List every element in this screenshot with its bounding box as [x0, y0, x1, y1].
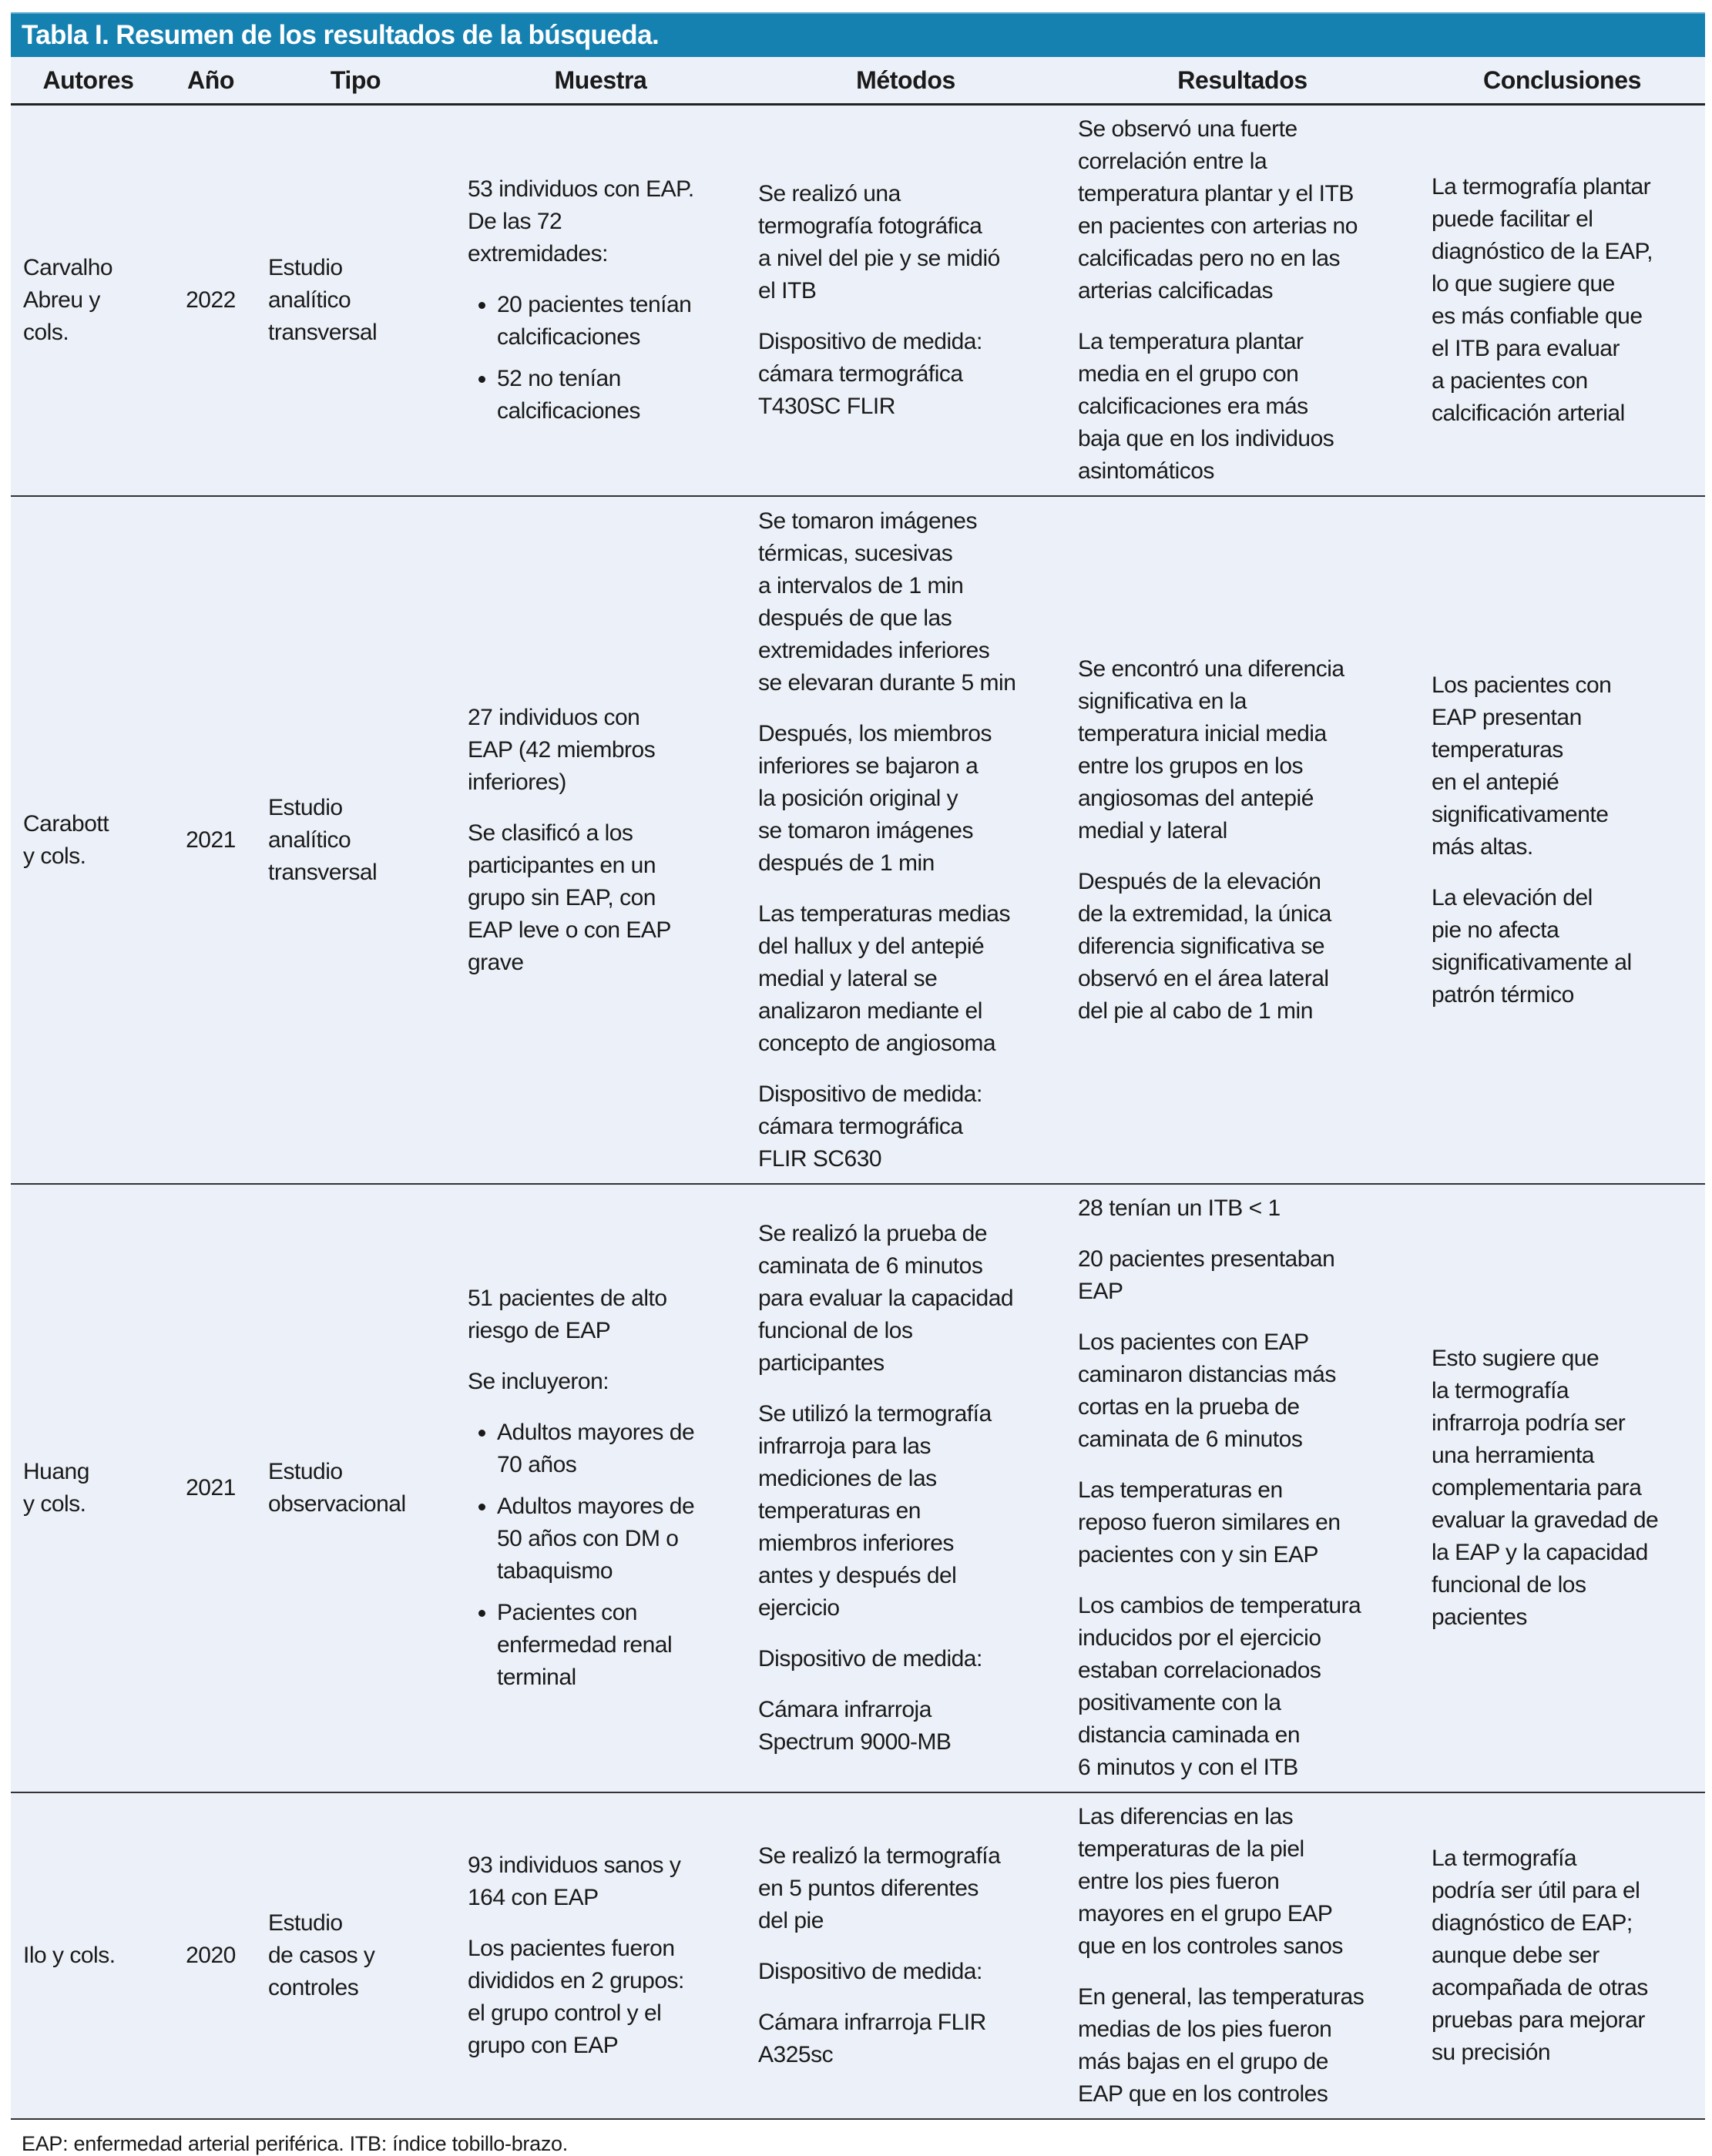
table-row: Carabott y cols. 2021 Estudio analítico tr…	[11, 496, 1705, 1185]
header-resultados: Resultados	[1066, 57, 1419, 106]
paragraph: 53 individuos con EAP. De las 72 extremi…	[468, 176, 694, 267]
header-muestra: Muestra	[455, 57, 746, 106]
paragraph: Se incluyeron:	[468, 1369, 609, 1394]
cell-anio: 2021	[166, 496, 256, 1185]
paragraph: Las temperaturas en reposo fueron simila…	[1078, 1477, 1341, 1568]
cell-tipo: Estudio de casos y controles	[256, 1792, 455, 2120]
table-row: Carvalho Abreu y cols. 2022 Estudio analít…	[11, 104, 1705, 497]
paragraph: Dispositivo de medida: cámara termográfi…	[758, 1081, 982, 1172]
paragraph: Se realizó una termografía fotográfica a…	[758, 181, 1000, 303]
header-conclusiones: Conclusiones	[1419, 57, 1705, 106]
cell-autores: Ilo y cols.	[11, 1792, 166, 2120]
header-row: Autores Año Tipo Muestra Métodos Resulta…	[11, 57, 1705, 106]
paragraph: 93 individuos sanos y 164 con EAP	[468, 1853, 681, 1910]
footnote: EAP: enfermedad arterial periférica. ITB…	[22, 2132, 568, 2155]
paragraph: Cámara infrarroja FLIR A325sc	[758, 2010, 986, 2067]
bullet-item: 52 no tenían calcificaciones	[497, 363, 735, 428]
cell-resultados: Se encontró una diferencia significativa…	[1066, 496, 1419, 1185]
cell-resultados: Se observó una fuerte correlación entre …	[1066, 104, 1419, 497]
paragraph: Cámara infrarroja Spectrum 9000-MB	[758, 1697, 952, 1755]
cell-tipo: Estudio analítico transversal	[256, 496, 455, 1185]
cell-conclusiones: La termografía podría ser útil para el d…	[1419, 1792, 1705, 2120]
bullet-item: Pacientes con enfermedad renal terminal	[497, 1597, 735, 1694]
header-metodos: Métodos	[746, 57, 1066, 106]
cell-muestra: 93 individuos sanos y 164 con EAP Los pac…	[455, 1792, 746, 2120]
paragraph: Las temperaturas medias del hallux y del…	[758, 900, 1011, 1056]
cell-muestra: 51 pacientes de alto riesgo de EAP Se inc…	[455, 1184, 746, 1793]
paragraph: 51 pacientes de alto riesgo de EAP	[468, 1286, 667, 1343]
paragraph: Se observó una fuerte correlación entre …	[1078, 116, 1358, 303]
cell-conclusiones: La termografía plantar puede facilitar e…	[1419, 104, 1705, 497]
paragraph: Se realizó la termografía en 5 puntos di…	[758, 1843, 1001, 1933]
paragraph: Los pacientes fueron divididos en 2 grup…	[468, 1936, 684, 2058]
cell-resultados: Las diferencias en las temperaturas de l…	[1066, 1792, 1419, 2120]
paragraph: Dispositivo de medida: cámara termográfi…	[758, 329, 982, 419]
bullet-list: Adultos mayores de 70 años Adultos mayore…	[468, 1417, 735, 1694]
results-table: Autores Año Tipo Muestra Métodos Resulta…	[11, 57, 1705, 2120]
cell-autores: Carabott y cols.	[11, 496, 166, 1185]
cell-resultados: 28 tenían un ITB < 1 20 pacientes present…	[1066, 1184, 1419, 1793]
table-row: Ilo y cols. 2020 Estudio de casos y contro…	[11, 1792, 1705, 2120]
cell-metodos: Se realizó una termografía fotográfica a…	[746, 104, 1066, 497]
bullet-list: 20 pacientes tenían calcificaciones 52 no…	[468, 289, 735, 428]
cell-conclusiones: Los pacientes con EAP presentan temperat…	[1419, 496, 1705, 1185]
paragraph: Después, los miembros inferiores se baja…	[758, 720, 992, 876]
paragraph: Se encontró una diferencia significativa…	[1078, 656, 1344, 843]
cell-tipo: Estudio observacional	[256, 1184, 455, 1793]
cell-anio: 2022	[166, 104, 256, 497]
paragraph: Se clasificó a los participantes en un g…	[468, 820, 671, 975]
table-container: Tabla I. Resumen de los resultados de la…	[11, 12, 1705, 2156]
table-row: Huang y cols. 2021 Estudio observacional 51…	[11, 1184, 1705, 1793]
paragraph: Se utilizó la termografía infrarroja par…	[758, 1401, 992, 1621]
paragraph: Los pacientes con EAP presentan temperat…	[1432, 672, 1612, 860]
paragraph: En general, las temperaturas medias de l…	[1078, 1984, 1365, 2107]
cell-muestra: 27 individuos con EAP (42 miembros infer…	[455, 496, 746, 1185]
paragraph: 20 pacientes presentaban EAP	[1078, 1246, 1335, 1304]
cell-metodos: Se tomaron imágenes térmicas, sucesivas …	[746, 496, 1066, 1185]
cell-tipo: Estudio analítico transversal	[256, 104, 455, 497]
paragraph: Esto sugiere que la termografía infrarro…	[1432, 1346, 1659, 1630]
bullet-item: 20 pacientes tenían calcificaciones	[497, 289, 735, 354]
paragraph: Se realizó la prueba de caminata de 6 mi…	[758, 1221, 1014, 1376]
paragraph: La termografía plantar puede facilitar e…	[1432, 174, 1653, 426]
cell-anio: 2021	[166, 1184, 256, 1793]
paragraph: Dispositivo de medida:	[758, 1646, 982, 1671]
cell-autores: Huang y cols.	[11, 1184, 166, 1793]
paragraph: La termografía podría ser útil para el d…	[1432, 1846, 1648, 2065]
cell-anio: 2020	[166, 1792, 256, 2120]
paragraph: Las diferencias en las temperaturas de l…	[1078, 1804, 1343, 1959]
cell-autores: Carvalho Abreu y cols.	[11, 104, 166, 497]
bullet-item: Adultos mayores de 50 años con DM o taba…	[497, 1490, 735, 1588]
cell-conclusiones: Esto sugiere que la termografía infrarro…	[1419, 1184, 1705, 1793]
paragraph: Los pacientes con EAP caminaron distanci…	[1078, 1329, 1336, 1452]
paragraph: Dispositivo de medida:	[758, 1959, 982, 1984]
header-tipo: Tipo	[256, 57, 455, 106]
paragraph: 28 tenían un ITB < 1	[1078, 1195, 1281, 1221]
paragraph: 27 individuos con EAP (42 miembros infer…	[468, 704, 656, 795]
header-autores: Autores	[11, 57, 166, 106]
paragraph: Después de la elevación de la extremidad…	[1078, 868, 1331, 1024]
paragraph: Los cambios de temperatura inducidos por…	[1078, 1593, 1361, 1780]
paragraph: La elevación del pie no afecta significa…	[1432, 884, 1632, 1008]
bullet-item: Adultos mayores de 70 años	[497, 1417, 735, 1481]
cell-metodos: Se realizó la prueba de caminata de 6 mi…	[746, 1184, 1066, 1793]
paragraph: Se tomaron imágenes térmicas, sucesivas …	[758, 508, 1016, 696]
cell-metodos: Se realizó la termografía en 5 puntos di…	[746, 1792, 1066, 2120]
header-anio: Año	[166, 57, 256, 106]
table-title: Tabla I. Resumen de los resultados de la…	[11, 12, 1705, 57]
paragraph: La temperatura plantar media en el grupo…	[1078, 329, 1334, 484]
cell-muestra: 53 individuos con EAP. De las 72 extremi…	[455, 104, 746, 497]
